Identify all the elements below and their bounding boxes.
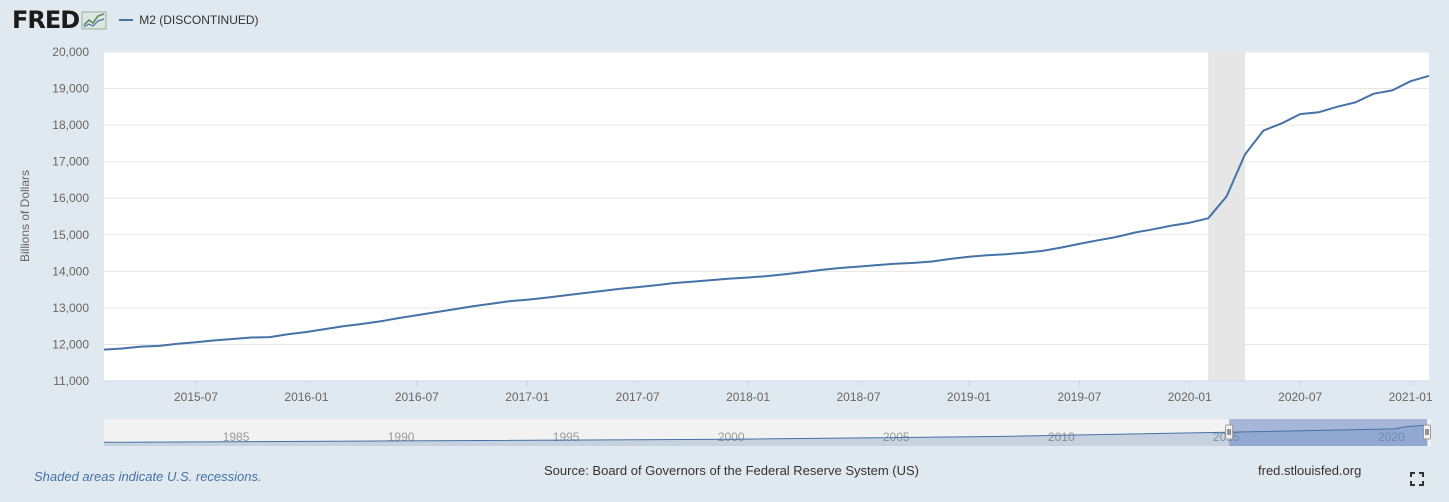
navigator[interactable]: 19851990199520002005201020152020 [103, 419, 1431, 446]
x-tick-label: 2017-01 [505, 390, 549, 404]
y-tick-label: 14,000 [52, 264, 89, 278]
x-tick-label: 2021-01 [1389, 390, 1433, 404]
fred-logo[interactable]: FRED [12, 6, 80, 34]
y-tick-label: 13,000 [52, 301, 89, 315]
y-tick-labels: 11,000 12,000 13,000 14,000 15,000 16,000 17,0… [52, 45, 89, 388]
navigator-tick-label: 1985 [223, 430, 250, 444]
legend-item[interactable]: M2 (DISCONTINUED) [119, 13, 259, 27]
navigator-tick-label: 2010 [1048, 430, 1075, 444]
y-tick-label: 18,000 [52, 118, 89, 132]
y-tick-label: 20,000 [52, 45, 89, 59]
navigator-handle-left[interactable] [1225, 424, 1234, 440]
navigator-series-line [103, 424, 1428, 443]
navigator-selected-range[interactable] [1229, 419, 1428, 446]
source-note: Source: Board of Governors of the Federa… [544, 463, 919, 478]
y-tick-label: 16,000 [52, 191, 89, 205]
y-tick-label: 19,000 [52, 82, 89, 96]
gridline-layer [104, 51, 1429, 382]
navigator-handle-right[interactable] [1423, 424, 1431, 440]
x-tick-label: 2016-01 [284, 390, 328, 404]
recession-band [1208, 52, 1245, 381]
y-tick-label: 17,000 [52, 155, 89, 169]
x-tick-label: 2020-07 [1278, 390, 1322, 404]
legend-swatch [119, 19, 134, 21]
chart-header: FRED M2 (DISCONTINUED) [12, 6, 259, 34]
recession-note: Shaded areas indicate U.S. recessions. [34, 469, 262, 484]
y-tick-label: 12,000 [52, 337, 89, 351]
y-tick-label: 15,000 [52, 228, 89, 242]
series-layer [103, 74, 1430, 351]
site-link[interactable]: fred.stlouisfed.org [1258, 463, 1362, 478]
series-line[interactable] [103, 74, 1430, 351]
recession-band-layer [1208, 52, 1245, 381]
y-axis-label: Billions of Dollars [18, 170, 32, 262]
navigator-tick-label: 2005 [883, 430, 910, 444]
x-tick-label: 2018-07 [836, 390, 880, 404]
x-tick-label: 2016-07 [395, 390, 439, 404]
navigator-tick-label: 2000 [718, 430, 745, 444]
x-tick-label: 2019-01 [947, 390, 991, 404]
x-tick-labels: 2015-07 2016-01 2016-07 2017-01 2017-07 2018-… [104, 380, 1433, 404]
x-tick-label: 2015-07 [174, 390, 218, 404]
x-tick-label: 2018-01 [726, 390, 770, 404]
fullscreen-icon[interactable] [1410, 472, 1424, 486]
x-tick-label: 2019-07 [1057, 390, 1101, 404]
x-tick-label: 2017-07 [616, 390, 660, 404]
y-tick-label: 11,000 [53, 374, 89, 388]
fred-chart-icon [81, 11, 107, 30]
legend-label: M2 (DISCONTINUED) [139, 13, 259, 27]
x-tick-label: 2020-01 [1168, 390, 1212, 404]
